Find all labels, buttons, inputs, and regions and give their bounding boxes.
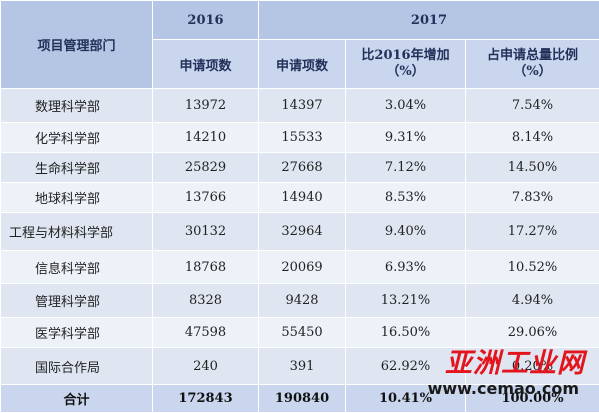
dept-cell: 生命科学部 <box>0 152 153 183</box>
dept-cell: 数理科学部 <box>0 88 153 124</box>
header-increase-line2: （%） <box>386 64 425 80</box>
count-2016-cell: 18768 <box>152 249 259 285</box>
share-cell: 14.50% <box>464 152 599 183</box>
dept-cell: 医学科学部 <box>0 317 153 349</box>
header-dept: 项目管理部门 <box>0 0 153 90</box>
count-2017-cell: 9428 <box>258 283 346 319</box>
header-share: 占申请总量比例 （%） <box>464 39 599 90</box>
share-cell: 0.20% <box>464 347 599 386</box>
table-row: 工程与材料科学部 30132 32964 9.40% 17.27% <box>0 211 599 251</box>
total-2017-count: 190840 <box>258 384 346 413</box>
increase-cell: 16.50% <box>345 317 466 349</box>
count-2017-cell: 391 <box>258 347 346 386</box>
count-2016-cell: 47598 <box>152 317 259 349</box>
share-cell: 7.54% <box>464 88 599 124</box>
count-2017-cell: 27668 <box>258 152 346 183</box>
table-row: 化学科学部 14210 15533 9.31% 8.14% <box>0 122 599 154</box>
dept-cell: 国际合作局 <box>0 347 153 386</box>
count-2016-cell: 240 <box>152 347 259 386</box>
dept-cell: 管理科学部 <box>0 283 153 319</box>
count-2016-cell: 13972 <box>152 88 259 124</box>
increase-cell: 13.21% <box>345 283 466 319</box>
count-2017-cell: 14940 <box>258 181 346 213</box>
increase-cell: 6.93% <box>345 249 466 285</box>
table-row: 生命科学部 25829 27668 7.12% 14.50% <box>0 152 599 183</box>
count-2017-cell: 55450 <box>258 317 346 349</box>
header-share-line1: 占申请总量比例 <box>487 48 579 64</box>
share-cell: 8.14% <box>464 122 599 154</box>
increase-cell: 62.92% <box>345 347 466 386</box>
table-row: 信息科学部 18768 20069 6.93% 10.52% <box>0 249 599 285</box>
increase-cell: 3.04% <box>345 88 466 124</box>
increase-cell: 9.40% <box>345 211 466 251</box>
increase-cell: 9.31% <box>345 122 466 154</box>
total-row: 合计 172843 190840 10.41% 100.00% <box>0 384 599 413</box>
count-2016-cell: 13766 <box>152 181 259 213</box>
dept-cell: 地球科学部 <box>0 181 153 213</box>
share-cell: 10.52% <box>464 249 599 285</box>
dept-cell: 化学科学部 <box>0 122 153 154</box>
header-2016-count: 申请项数 <box>152 39 259 90</box>
share-cell: 4.94% <box>464 283 599 319</box>
header-increase-line1: 比2016年增加 <box>361 48 450 64</box>
increase-cell: 8.53% <box>345 181 466 213</box>
dept-cell: 信息科学部 <box>0 249 153 285</box>
share-cell: 29.06% <box>464 317 599 349</box>
header-2017-count: 申请项数 <box>258 39 346 90</box>
table-row: 数理科学部 13972 14397 3.04% 7.54% <box>0 88 599 124</box>
table-row: 国际合作局 240 391 62.92% 0.20% <box>0 347 599 386</box>
increase-cell: 7.12% <box>345 152 466 183</box>
table-row: 医学科学部 47598 55450 16.50% 29.06% <box>0 317 599 349</box>
share-cell: 17.27% <box>464 211 599 251</box>
count-2016-cell: 14210 <box>152 122 259 154</box>
header-increase: 比2016年增加 （%） <box>345 39 466 90</box>
dept-cell: 工程与材料科学部 <box>0 211 153 251</box>
total-2016-count: 172843 <box>152 384 259 413</box>
count-2017-cell: 32964 <box>258 211 346 251</box>
count-2016-cell: 30132 <box>152 211 259 251</box>
total-share: 100.00% <box>464 384 599 413</box>
total-label: 合计 <box>0 384 153 413</box>
count-2016-cell: 25829 <box>152 152 259 183</box>
share-cell: 7.83% <box>464 181 599 213</box>
count-2017-cell: 15533 <box>258 122 346 154</box>
table-row: 地球科学部 13766 14940 8.53% 7.83% <box>0 181 599 213</box>
count-2017-cell: 14397 <box>258 88 346 124</box>
count-2017-cell: 20069 <box>258 249 346 285</box>
table-row: 管理科学部 8328 9428 13.21% 4.94% <box>0 283 599 319</box>
header-year-2016: 2016 <box>152 0 259 41</box>
total-increase: 10.41% <box>345 384 466 413</box>
header-share-line2: （%） <box>513 64 552 80</box>
header-year-2017: 2017 <box>257 0 599 41</box>
count-2016-cell: 8328 <box>152 283 259 319</box>
